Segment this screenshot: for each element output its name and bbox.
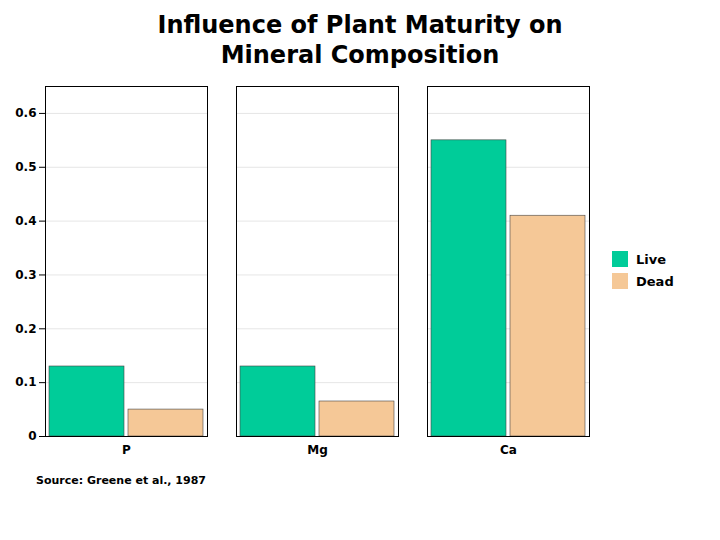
svg-text:P: P: [122, 443, 131, 457]
svg-text:0.3: 0.3: [15, 268, 36, 282]
svg-text:Mg: Mg: [307, 443, 328, 457]
svg-text:0.6: 0.6: [15, 106, 36, 120]
html-text:Dead: Dead: [636, 273, 674, 289]
svg-text:0: 0: [28, 429, 36, 443]
html-text:Influence of Plant Maturity on: Influence of Plant Maturity on: [157, 11, 563, 39]
html-text:Source: Greene et al., 1987: Source: Greene et al., 1987: [36, 474, 206, 487]
svg-text:Ca: Ca: [500, 443, 517, 457]
svg-text:0.4: 0.4: [15, 214, 36, 228]
html-text:Mineral Composition: Mineral Composition: [220, 41, 500, 69]
svg-text:0.2: 0.2: [15, 322, 36, 336]
svg-text:0.5: 0.5: [15, 160, 36, 174]
html-text:Live: Live: [636, 251, 666, 267]
svg-text:0.1: 0.1: [15, 375, 36, 389]
